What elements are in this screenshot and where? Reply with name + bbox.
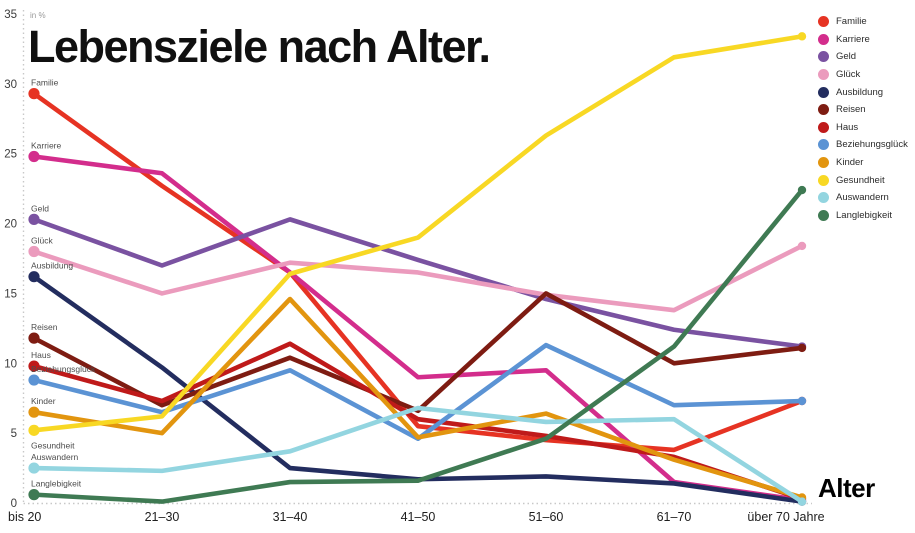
series-start-point-ausbildung bbox=[28, 271, 40, 283]
x-tick-label: 61–70 bbox=[657, 510, 692, 524]
series-start-label-langlebigkeit: Langlebigkeit bbox=[31, 479, 82, 489]
series-line-geld bbox=[31, 217, 805, 349]
legend-color-dot bbox=[818, 104, 829, 116]
y-tick-label: 30 bbox=[4, 79, 17, 91]
chart-title: Lebensziele nach Alter. bbox=[28, 21, 491, 72]
series-end-point-beziehungsglück bbox=[797, 396, 807, 406]
legend-label: Geld bbox=[836, 51, 857, 63]
series-start-label-reisen: Reisen bbox=[31, 322, 58, 332]
legend-label: Karriere bbox=[836, 33, 870, 45]
series-line-kinder bbox=[31, 296, 805, 500]
series-line-langlebigkeit bbox=[31, 187, 805, 504]
y-tick-label: 25 bbox=[4, 149, 17, 161]
series-start-point-beziehungsglück bbox=[28, 374, 40, 386]
series-start-point-geld bbox=[28, 213, 40, 225]
series-end-point-gesundheit bbox=[797, 32, 807, 41]
legend-color-dot bbox=[818, 16, 829, 28]
legend-label: Reisen bbox=[836, 104, 866, 116]
series-start-label-haus: Haus bbox=[31, 350, 51, 360]
series-start-point-kinder bbox=[28, 406, 40, 418]
legend-item-geld: Geld bbox=[818, 48, 908, 66]
legend-item-langlebigkeit: Langlebigkeit bbox=[818, 207, 908, 225]
x-axis-title: Alter bbox=[818, 473, 875, 503]
series-start-point-karriere bbox=[28, 150, 40, 163]
series-start-label-auswandern: Auswandern bbox=[31, 452, 79, 462]
y-tick-label: 5 bbox=[11, 428, 17, 440]
series-end-point-auswandern bbox=[797, 497, 807, 506]
legend-color-dot bbox=[818, 33, 829, 45]
legend: Familie Karriere Geld Glück Ausbildung Reisen… bbox=[818, 13, 908, 224]
y-tick-label: 35 bbox=[4, 9, 17, 21]
y-tick-label: 15 bbox=[4, 288, 17, 300]
legend-label: Ausbildung bbox=[836, 86, 884, 98]
series-line-auswandern bbox=[31, 405, 805, 504]
series-end-point-glück bbox=[797, 241, 807, 251]
legend-label: Kinder bbox=[836, 157, 864, 169]
legend-color-dot bbox=[818, 174, 829, 186]
series-start-point-glück bbox=[28, 245, 40, 258]
legend-item-gesundheit: Gesundheit bbox=[818, 171, 908, 189]
y-tick-label: 0 bbox=[11, 498, 17, 510]
legend-item-beziehungsglück: Beziehungsglück bbox=[818, 136, 908, 154]
series-start-label-geld: Geld bbox=[31, 203, 49, 213]
series-line-reisen bbox=[31, 291, 805, 414]
series-start-label-beziehungsglück: Beziehungsglück bbox=[31, 364, 96, 374]
y-tick-label: 10 bbox=[4, 358, 17, 370]
series-line-glück bbox=[31, 243, 805, 313]
legend-item-karriere: Karriere bbox=[818, 31, 908, 49]
legend-item-familie: Familie bbox=[818, 13, 908, 31]
x-tick-label: bis 20 bbox=[8, 510, 41, 524]
series-start-label-karriere: Karriere bbox=[31, 141, 62, 151]
legend-label: Auswandern bbox=[836, 192, 889, 204]
legend-item-glück: Glück bbox=[818, 66, 908, 84]
series-line-haus bbox=[31, 341, 805, 502]
series-start-point-langlebigkeit bbox=[28, 489, 40, 501]
series-start-label-kinder: Kinder bbox=[31, 396, 56, 406]
legend-item-reisen: Reisen bbox=[818, 101, 908, 119]
series-start-label-glück: Glück bbox=[31, 236, 53, 246]
legend-color-dot bbox=[818, 209, 829, 221]
series-end-point-reisen bbox=[797, 343, 807, 353]
series-start-label-familie: Familie bbox=[31, 78, 59, 88]
legend-label: Gesundheit bbox=[836, 174, 885, 186]
x-tick-label: über 70 Jahre bbox=[747, 510, 824, 524]
series-start-point-auswandern bbox=[28, 462, 40, 474]
series-start-point-gesundheit bbox=[28, 424, 40, 436]
legend-color-dot bbox=[818, 51, 829, 63]
legend-color-dot bbox=[818, 139, 829, 151]
series-start-label-gesundheit: Gesundheit bbox=[31, 440, 75, 450]
legend-color-dot bbox=[818, 192, 829, 204]
legend-label: Glück bbox=[836, 69, 861, 81]
legend-item-auswandern: Auswandern bbox=[818, 189, 908, 207]
series-line-gesundheit bbox=[31, 34, 805, 433]
series-line-ausbildung bbox=[31, 274, 805, 504]
legend-color-dot bbox=[818, 157, 829, 169]
x-tick-label: 31–40 bbox=[273, 510, 308, 524]
series-start-point-haus bbox=[28, 360, 40, 372]
x-tick-label: 51–60 bbox=[529, 510, 564, 524]
series-start-point-reisen bbox=[28, 332, 40, 344]
legend-color-dot bbox=[818, 69, 829, 81]
legend-label: Familie bbox=[836, 16, 867, 28]
y-tick-label: 20 bbox=[4, 219, 17, 231]
legend-color-dot bbox=[818, 121, 829, 133]
legend-item-kinder: Kinder bbox=[818, 154, 908, 172]
series-start-label-ausbildung: Ausbildung bbox=[31, 261, 73, 271]
y-axis-unit-label: in % bbox=[30, 11, 46, 20]
series-line-familie bbox=[31, 91, 805, 453]
legend-item-haus: Haus bbox=[818, 119, 908, 137]
legend-label: Beziehungsglück bbox=[836, 139, 908, 151]
x-tick-label: 21–30 bbox=[145, 510, 180, 524]
series-end-point-langlebigkeit bbox=[797, 185, 807, 195]
legend-color-dot bbox=[818, 86, 829, 98]
legend-item-ausbildung: Ausbildung bbox=[818, 83, 908, 101]
legend-label: Langlebigkeit bbox=[836, 209, 892, 221]
legend-label: Haus bbox=[836, 121, 859, 133]
x-tick-label: 41–50 bbox=[401, 510, 436, 524]
series-start-point-familie bbox=[28, 88, 40, 100]
